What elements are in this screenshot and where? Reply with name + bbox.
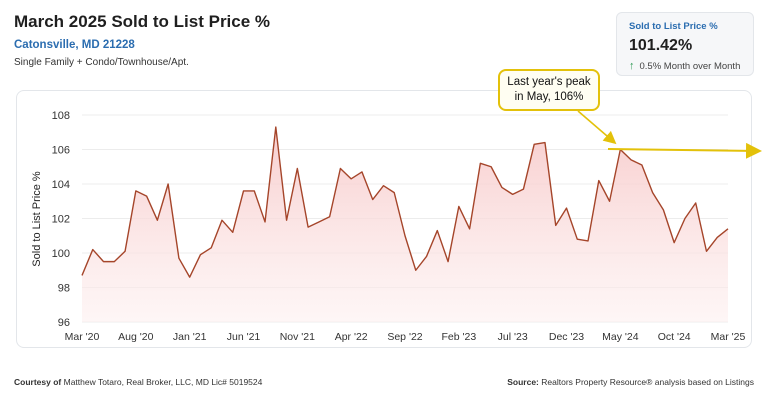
y-tick-label: 106 [52,145,70,157]
y-axis-ticks: 96 98 100 102 104 106 108 [52,110,70,329]
kpi-change: ↑ 0.5% Month over Month [629,60,741,72]
kpi-value: 101.42% [629,37,693,54]
y-tick-label: 96 [58,317,70,329]
x-tick-label: Feb '23 [441,331,476,343]
page-title: March 2025 Sold to List Price % [14,12,271,31]
location-subtitle: Catonsville, MD 21228 [14,39,135,51]
peak-reference-arrow [607,142,762,159]
courtesy-footer: Courtesy of Matthew Totaro, Real Broker,… [14,377,262,387]
y-tick-label: 108 [52,110,70,122]
x-tick-label: Oct '24 [658,331,691,343]
x-tick-label: Mar '25 [711,331,746,343]
source-label: Source: [507,377,539,387]
source-footer: Source: Realtors Property Resource® anal… [507,377,754,387]
kpi-change-text: 0.5% Month over Month [639,60,741,72]
x-tick-label: Jul '23 [498,331,528,343]
x-tick-label: Apr '22 [335,331,368,343]
source-text: Realtors Property Resource® analysis bas… [541,377,754,387]
kpi-card: Sold to List Price % 101.42% ↑ 0.5% Mont… [616,12,754,76]
x-tick-label: Aug '20 [118,331,153,343]
x-tick-label: Mar '20 [65,331,100,343]
series-area [82,127,728,322]
x-tick-label: May '24 [602,331,639,343]
x-tick-label: Nov '21 [280,331,315,343]
x-tick-label: Dec '23 [549,331,584,343]
y-tick-label: 102 [52,214,70,226]
x-axis-ticks: Mar '20 Aug '20 Jan '21 Jun '21 Nov '21 Apr '… [65,331,746,343]
x-tick-label: Sep '22 [387,331,422,343]
callout-pointer [577,110,617,145]
callout-line-1: Last year's peak [507,76,591,88]
y-tick-label: 100 [52,248,70,260]
y-tick-label: 104 [52,179,70,191]
arrow-up-icon: ↑ [629,60,635,72]
courtesy-text: Matthew Totaro, Real Broker, LLC, MD Lic… [63,377,263,387]
x-tick-label: Jun '21 [227,331,261,343]
courtesy-label: Courtesy of [14,377,62,387]
property-types-text: Single Family + Condo/Townhouse/Apt. [14,57,189,68]
x-tick-label: Jan '21 [173,331,207,343]
y-tick-label: 98 [58,283,70,295]
callout-line-2: in May, 106% [514,91,584,103]
y-axis-label: Sold to List Price % [31,171,43,267]
kpi-label: Sold to List Price % [629,21,718,32]
peak-callout: Last year's peak in May, 106% [498,69,600,111]
